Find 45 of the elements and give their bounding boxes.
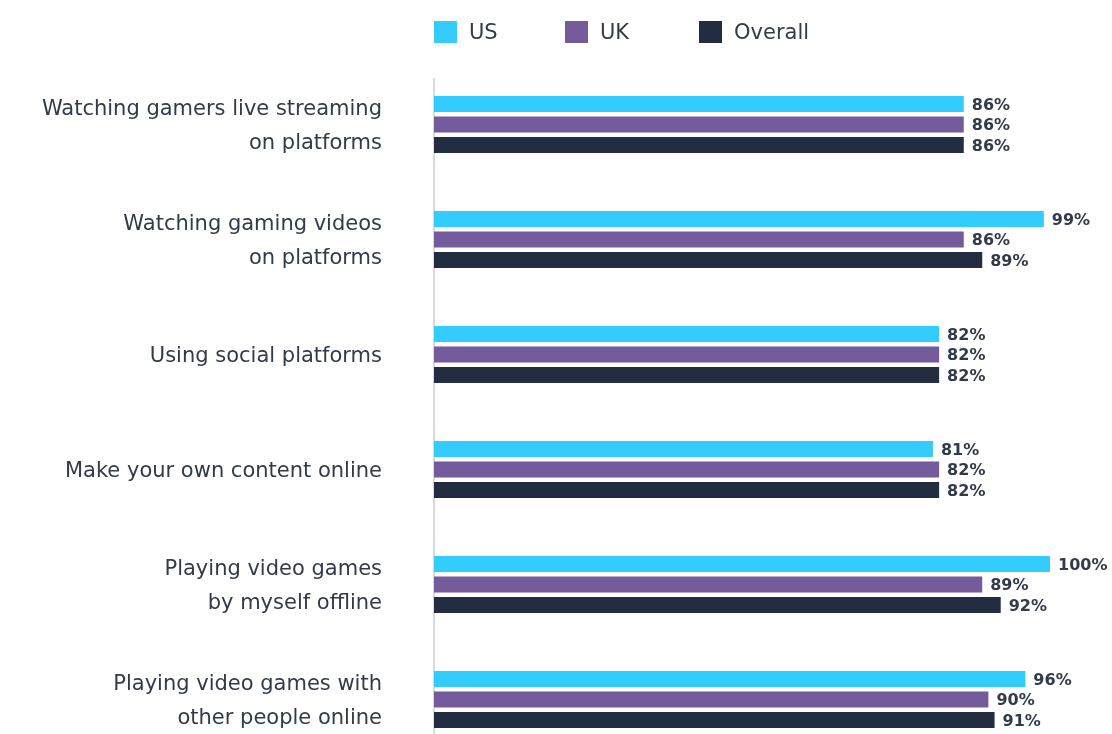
bar [434,252,983,268]
data-label: 92% [1008,595,1048,615]
bar [434,137,964,153]
data-label: 82% [947,324,986,344]
y-tick-label: Make your own content online [64,457,382,482]
bar [434,576,983,593]
bar [434,326,940,342]
bar [434,116,964,133]
bar [434,482,940,498]
y-tick-label: Watching gaming videos on platforms [123,210,382,269]
y-tick-label: Watching gamers live streaming on platforms [41,95,382,154]
bar [434,712,995,728]
y-tick-label: Playing video games with other people online [113,670,382,729]
data-label: 86% [971,94,1011,114]
bar [434,461,940,478]
legend-label: Overall [734,20,810,45]
data-label: 89% [990,250,1029,270]
legend-label: UK [600,20,631,45]
bar [434,231,964,248]
bar [434,691,989,708]
data-label: 86% [971,135,1011,155]
legend-label: US [469,20,498,45]
data-label: 89% [990,575,1029,595]
data-label: 82% [947,345,986,365]
bar [434,367,940,383]
data-label: 82% [947,460,986,480]
bar [434,671,1026,687]
data-label: 82% [947,365,986,385]
data-label: 82% [947,480,986,500]
y-tick-label: Using social platforms [149,342,382,367]
bar [434,211,1044,227]
bar [434,346,940,363]
data-label: 91% [1002,710,1041,730]
bar [434,441,933,457]
data-label: 100% [1058,554,1108,574]
data-label: 90% [996,690,1035,710]
bar [434,556,1050,572]
data-label: 96% [1033,669,1072,689]
data-label: 86% [971,115,1011,135]
bar [434,597,1001,613]
data-label: 81% [940,439,980,459]
y-tick-label: Playing video games by myself offline [164,555,382,614]
data-label: 86% [971,230,1011,250]
data-label: 99% [1051,209,1091,229]
bar [434,96,964,112]
